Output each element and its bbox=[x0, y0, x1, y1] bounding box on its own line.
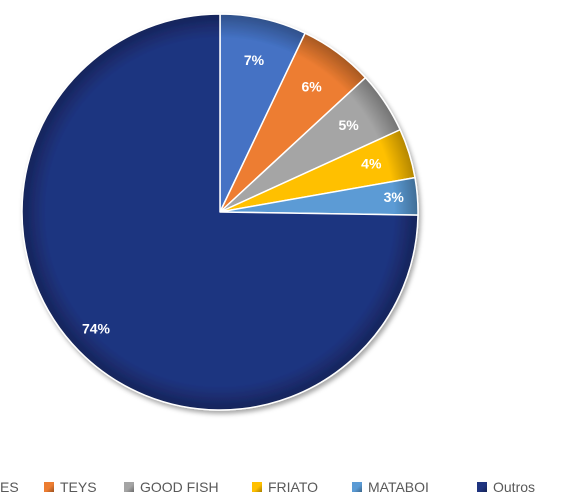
pie-slices bbox=[21, 13, 419, 411]
data-label-good-fish: 5% bbox=[338, 117, 359, 133]
data-label-mataboi: 3% bbox=[384, 189, 405, 205]
pie-data-labels: 7% 6% 5% 4% 3% 74% bbox=[82, 52, 404, 337]
data-label-teys: 6% bbox=[301, 78, 322, 94]
legend-label: GOOD FISH bbox=[140, 479, 219, 495]
legend-item-mataboi: MATABOI bbox=[352, 477, 429, 497]
data-label-friato: 4% bbox=[361, 156, 382, 172]
legend-swatch bbox=[352, 482, 362, 492]
legend-item-friato: FRIATO bbox=[252, 477, 318, 497]
data-label-es: 7% bbox=[244, 52, 265, 68]
legend-swatch bbox=[477, 482, 487, 492]
legend-label: FRIATO bbox=[268, 479, 319, 495]
legend-swatch bbox=[252, 482, 262, 492]
legend-label: ES bbox=[0, 479, 19, 495]
legend-swatch bbox=[124, 482, 134, 492]
legend-swatch bbox=[44, 482, 54, 492]
data-label-outros: 74% bbox=[82, 321, 111, 337]
legend-item-teys: TEYS bbox=[44, 477, 97, 497]
legend-label: Outros bbox=[493, 479, 536, 495]
legend-label: MATABOI bbox=[368, 479, 429, 495]
legend-item-good-fish: GOOD FISH bbox=[124, 477, 219, 497]
legend-label: TEYS bbox=[60, 479, 97, 495]
pie-slice-outros bbox=[21, 13, 419, 411]
legend-item-es: ES bbox=[0, 477, 19, 497]
legend-item-outros: Outros bbox=[477, 477, 535, 497]
